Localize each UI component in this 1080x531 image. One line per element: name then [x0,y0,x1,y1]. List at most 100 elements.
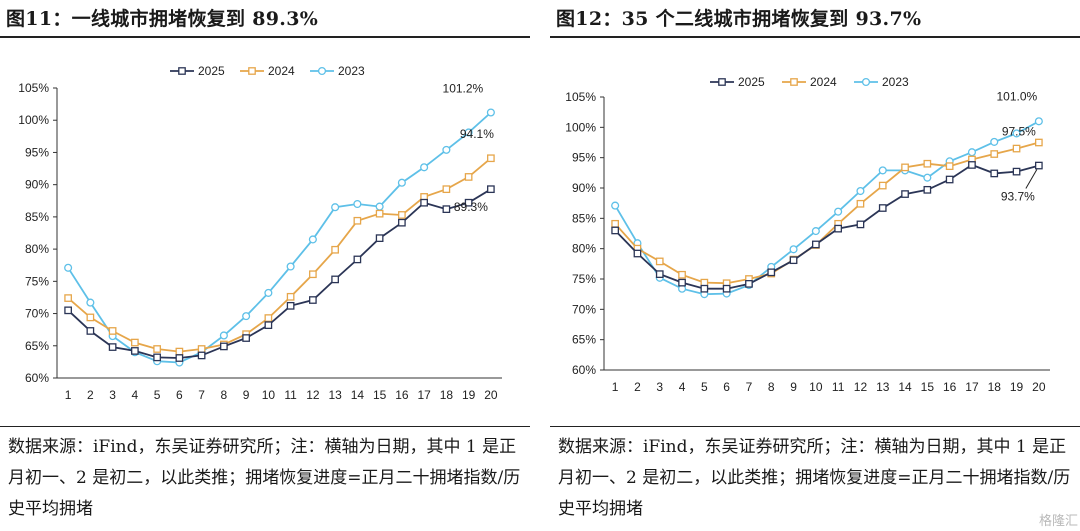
fig12-y-tick-label: 105% [565,90,596,104]
fig11-point-2023 [64,263,73,272]
fig11-point-2023 [286,262,295,271]
fig11-point-2024 [375,209,384,218]
fig12-point-2024 [945,162,954,171]
fig12-point-2025 [901,190,909,198]
fig12-point-2024 [655,257,664,266]
fig12-x-tick-label: 9 [790,380,797,394]
fig12-point-2024 [1034,138,1043,147]
fig11-y-tick-label: 70% [25,307,49,321]
fig12-point-2025 [789,256,798,265]
fig11-x-tick-label: 9 [243,388,250,402]
fig12-point-2024 [1012,144,1021,153]
fig11-point-2024 [86,313,95,322]
fig12-x-tick-label: 11 [832,380,845,394]
fig11-point-2025 [375,234,384,243]
fig11-point-2024 [442,185,451,194]
fig12-x-tick-label: 5 [701,380,708,394]
fig12-legend-marker-2023 [861,77,871,87]
fig11-legend-marker-2023 [317,66,327,76]
fig11-y-tick-label: 90% [25,178,49,192]
fig11-point-2023 [308,235,317,244]
figure-12-chart: 60%65%70%75%80%85%90%95%100%105%1 2 3 4 5 6 7 8… [565,75,1050,394]
fig11-legend-label-2024: 2024 [268,64,295,78]
fig11-point-2024 [264,314,273,322]
fig11-x-tick-label: 7 [198,388,205,402]
fig12-legend-label-2025: 2025 [738,75,765,89]
fig11-x-tick-label: 11 [284,388,297,402]
fig11-x-tick-label: 17 [417,388,431,402]
fig12-point-2023 [1034,117,1043,126]
fig11-annotation-label: 89.3% [454,200,488,214]
fig11-point-2023 [264,288,273,297]
fig12-point-2025 [878,204,887,212]
figure-11-source-note: 数据来源：iFind，东吴证券研究所；注：横轴为日期，其中 1 是正月初一、2 … [8,437,521,519]
fig11-point-2024 [175,347,184,356]
fig11-x-tick-label: 4 [132,388,139,402]
fig11-x-tick-label: 12 [306,388,320,402]
fig12-legend-label-2024: 2024 [810,75,837,89]
fig12-point-2025 [767,268,776,277]
fig12-point-2025 [945,175,954,184]
fig11-x-tick-label: 16 [395,388,409,402]
fig12-y-tick-label: 65% [572,333,596,347]
fig11-legend-marker-2025 [178,67,186,75]
fig11-y-tick-label: 65% [25,339,49,353]
fig12-x-tick-label: 3 [656,380,663,394]
watermark: 格隆汇 [1038,514,1078,529]
fig11-series-2025-line [67,188,492,359]
figure-12-bottom-rule [550,426,1080,427]
fig11-point-2025 [464,198,473,207]
figure-12-top-rule [550,36,1080,38]
fig12-x-tick-label: 16 [943,380,957,394]
figure-12-title: 图12：35 个二线城市拥堵恢复到 93.7% [556,8,922,30]
fig11-point-2025 [220,342,228,351]
fig11-x-tick-label: 13 [328,388,342,402]
fig12-point-2023 [611,201,620,210]
fig12-point-2024 [990,150,999,158]
fig12-point-2024 [923,159,932,168]
fig11-point-2023 [442,145,451,154]
fig11-x-tick-label: 10 [262,388,276,402]
fig11-x-tick-label: 2 [87,388,94,402]
fig12-series-2025-line [614,163,1040,290]
fig12-y-tick-label: 80% [572,242,596,256]
fig11-legend-marker-2024 [248,67,256,75]
fig12-x-tick-label: 15 [921,380,935,394]
fig12-x-tick-label: 19 [1010,380,1024,394]
figure-11-title: 图11：一线城市拥堵恢复到 89.3% [6,8,319,30]
fig11-annotation-label: 101.2% [443,81,484,95]
figure-11-top-rule [0,36,530,38]
fig11-point-2025 [175,354,184,362]
fig12-annotation-leader [1025,169,1038,189]
fig11-point-2025 [153,353,161,362]
fig12-series-2023-line [614,120,1040,296]
fig11-x-tick-label: 3 [109,388,116,402]
fig11-point-2024 [487,154,495,163]
fig11-point-2024 [309,270,317,279]
fig11-y-tick-label: 85% [25,210,49,224]
fig12-x-tick-label: 12 [854,380,868,394]
fig12-x-tick-label: 14 [898,380,912,394]
fig11-x-tick-label: 1 [65,388,72,402]
fig12-y-tick-label: 75% [572,272,596,286]
fig11-point-2025 [197,351,206,360]
fig12-point-2024 [878,181,887,190]
fig12-x-tick-label: 7 [746,380,753,394]
fig11-series-2024-line [67,157,492,353]
fig12-x-tick-label: 8 [768,380,775,394]
figure-11-bottom-rule [0,426,530,427]
fig12-point-2023 [856,186,865,196]
figure-11-panel: 图11：一线城市拥堵恢复到 89.3% 60% 65% 70% 75% 80% 85% 90… [0,0,530,531]
fig11-point-2024 [197,345,206,353]
fig12-x-tick-label: 20 [1032,380,1046,394]
fig11-point-2025 [286,301,295,310]
fig11-point-2025 [64,306,72,315]
fig12-point-2024 [856,199,865,208]
fig12-y-tick-label: 95% [572,151,596,165]
fig11-point-2023 [486,108,495,117]
fig12-point-2025 [1012,167,1021,176]
fig11-point-2025 [86,327,95,335]
fig11-x-tick-label: 18 [440,388,454,402]
fig11-point-2023 [464,128,473,137]
fig12-point-2025 [655,270,664,278]
